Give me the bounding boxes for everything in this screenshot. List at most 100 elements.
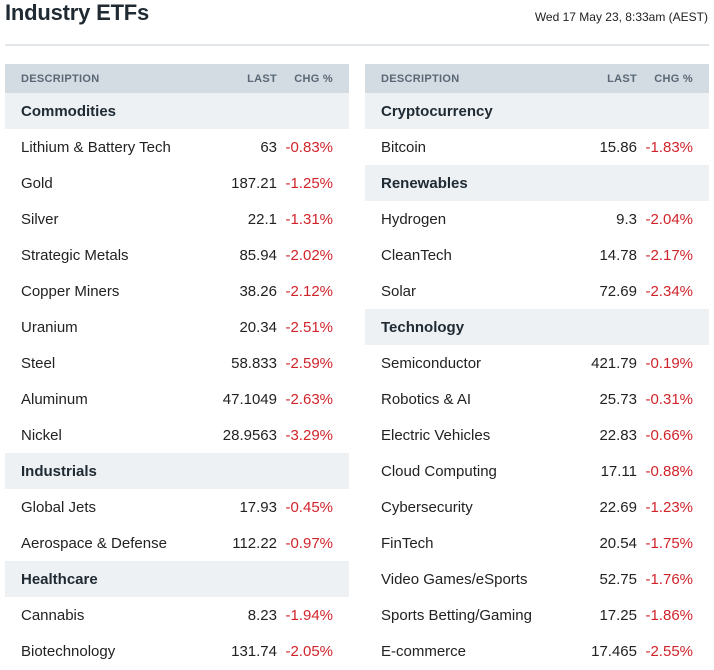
etf-name: Nickel — [21, 426, 62, 444]
table-body: Commodities Lithium & Battery Tech 63 -0.83… — [5, 93, 349, 669]
last-price: 17.465 — [591, 642, 637, 660]
column-chg[interactable]: CHG % — [654, 72, 693, 85]
group-header: Industrials — [5, 453, 349, 489]
change-percent: -1.76% — [645, 570, 693, 588]
timestamp: Wed 17 May 23, 8:33am (AEST) — [534, 10, 708, 24]
group-header: Technology — [365, 309, 709, 345]
change-percent: -0.88% — [645, 462, 693, 480]
table-row[interactable]: Lithium & Battery Tech 63 -0.83% — [5, 129, 349, 165]
page-header: Industry ETFs Wed 17 May 23, 8:33am (AES… — [0, 0, 714, 46]
table-row[interactable]: Global Jets 17.93 -0.45% — [5, 489, 349, 525]
table-row[interactable]: Hydrogen 9.3 -2.04% — [365, 201, 709, 237]
etf-name: Silver — [21, 210, 59, 228]
last-price: 17.25 — [599, 606, 637, 624]
column-last[interactable]: LAST — [607, 72, 637, 85]
etf-name: Cybersecurity — [381, 498, 473, 516]
last-price: 131.74 — [231, 642, 277, 660]
change-percent: -1.31% — [285, 210, 333, 228]
etf-name: Electric Vehicles — [381, 426, 491, 444]
etf-name: Global Jets — [21, 498, 97, 516]
page-title: Industry ETFs — [5, 0, 150, 25]
table-header: DESCRIPTION LAST CHG % — [365, 64, 709, 93]
change-percent: -0.97% — [285, 534, 333, 552]
change-percent: -0.66% — [645, 426, 693, 444]
last-price: 17.93 — [239, 498, 277, 516]
last-price: 15.86 — [599, 138, 637, 156]
change-percent: -0.31% — [645, 390, 693, 408]
etf-name: Cloud Computing — [381, 462, 497, 480]
table-row[interactable]: Aluminum 47.1049 -2.63% — [5, 381, 349, 417]
change-percent: -2.51% — [285, 318, 333, 336]
etf-name: Hydrogen — [381, 210, 447, 228]
change-percent: -2.55% — [645, 642, 693, 660]
table-row[interactable]: Video Games/eSports 52.75 -1.76% — [365, 561, 709, 597]
table-row[interactable]: Steel 58.833 -2.59% — [5, 345, 349, 381]
etf-name: Biotechnology — [21, 642, 116, 660]
change-percent: -2.59% — [285, 354, 333, 372]
table-row[interactable]: Electric Vehicles 22.83 -0.66% — [365, 417, 709, 453]
last-price: 58.833 — [231, 354, 277, 372]
table-row[interactable]: Gold 187.21 -1.25% — [5, 165, 349, 201]
column-description[interactable]: DESCRIPTION — [381, 72, 460, 85]
etf-name: Gold — [21, 174, 53, 192]
etf-name: Lithium & Battery Tech — [21, 138, 171, 156]
table-row[interactable]: Aerospace & Defense 112.22 -0.97% — [5, 525, 349, 561]
last-price: 22.83 — [599, 426, 637, 444]
table-row[interactable]: Copper Miners 38.26 -2.12% — [5, 273, 349, 309]
group-header: Commodities — [5, 93, 349, 129]
change-percent: -0.83% — [285, 138, 333, 156]
last-price: 47.1049 — [222, 390, 277, 408]
table-row[interactable]: Semiconductor 421.79 -0.19% — [365, 345, 709, 381]
change-percent: -2.17% — [645, 246, 693, 264]
header-divider — [5, 44, 709, 46]
last-price: 14.78 — [599, 246, 637, 264]
change-percent: -2.05% — [285, 642, 333, 660]
table-body: Cryptocurrency Bitcoin 15.86 -1.83% Renewabl… — [365, 93, 709, 669]
etf-name: Sports Betting/Gaming — [381, 606, 532, 624]
etf-table-left: DESCRIPTION LAST CHG % Commodities Lithiu… — [5, 64, 349, 669]
table-row[interactable]: Robotics & AI 25.73 -0.31% — [365, 381, 709, 417]
change-percent: -2.02% — [285, 246, 333, 264]
last-price: 72.69 — [599, 282, 637, 300]
table-row[interactable]: FinTech 20.54 -1.75% — [365, 525, 709, 561]
table-header: DESCRIPTION LAST CHG % — [5, 64, 349, 93]
change-percent: -1.86% — [645, 606, 693, 624]
last-price: 22.1 — [247, 210, 277, 228]
table-row[interactable]: CleanTech 14.78 -2.17% — [365, 237, 709, 273]
etf-name: Robotics & AI — [381, 390, 472, 408]
table-row[interactable]: Cannabis 8.23 -1.94% — [5, 597, 349, 633]
column-chg[interactable]: CHG % — [294, 72, 333, 85]
last-price: 17.11 — [600, 462, 637, 480]
column-last[interactable]: LAST — [247, 72, 277, 85]
etf-table-right: DESCRIPTION LAST CHG % Cryptocurrency Bit… — [365, 64, 709, 669]
table-row[interactable]: E-commerce 17.465 -2.55% — [365, 633, 709, 669]
last-price: 112.22 — [232, 534, 277, 552]
change-percent: -1.25% — [285, 174, 333, 192]
column-description[interactable]: DESCRIPTION — [21, 72, 100, 85]
change-percent: -1.23% — [645, 498, 693, 516]
table-row[interactable]: Uranium 20.34 -2.51% — [5, 309, 349, 345]
table-row[interactable]: Bitcoin 15.86 -1.83% — [365, 129, 709, 165]
last-price: 25.73 — [599, 390, 637, 408]
etf-name: E-commerce — [381, 642, 467, 660]
table-row[interactable]: Strategic Metals 85.94 -2.02% — [5, 237, 349, 273]
change-percent: -1.83% — [645, 138, 693, 156]
table-row[interactable]: Cybersecurity 22.69 -1.23% — [365, 489, 709, 525]
group-header: Renewables — [365, 165, 709, 201]
etf-name: CleanTech — [381, 246, 452, 264]
change-percent: -0.19% — [645, 354, 693, 372]
etf-name: Aerospace & Defense — [21, 534, 167, 552]
etf-name: Copper Miners — [21, 282, 120, 300]
last-price: 9.3 — [616, 210, 637, 228]
etf-name: Strategic Metals — [21, 246, 129, 264]
table-row[interactable]: Silver 22.1 -1.31% — [5, 201, 349, 237]
last-price: 20.54 — [599, 534, 637, 552]
table-row[interactable]: Nickel 28.9563 -3.29% — [5, 417, 349, 453]
last-price: 22.69 — [599, 498, 637, 516]
table-row[interactable]: Biotechnology 131.74 -2.05% — [5, 633, 349, 669]
etf-name: Aluminum — [21, 390, 88, 408]
table-row[interactable]: Sports Betting/Gaming 17.25 -1.86% — [365, 597, 709, 633]
table-row[interactable]: Solar 72.69 -2.34% — [365, 273, 709, 309]
table-row[interactable]: Cloud Computing 17.11 -0.88% — [365, 453, 709, 489]
group-header: Cryptocurrency — [365, 93, 709, 129]
